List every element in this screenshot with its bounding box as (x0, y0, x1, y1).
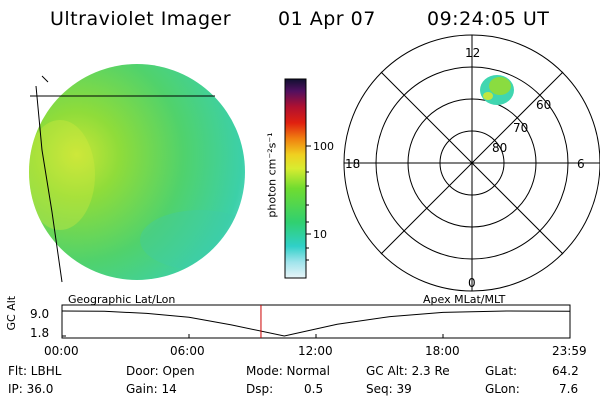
ip-info: IP: 36.0 (8, 382, 54, 396)
timeline-ylabel: GC Alt (5, 295, 18, 331)
timeline-xtick-1200: 12:00 (298, 344, 333, 358)
instrument-title: Ultraviolet Imager (50, 8, 232, 30)
polar-plot (343, 34, 600, 292)
lat-label-70: 70 (513, 121, 529, 135)
mode-info: Mode: Normal (246, 364, 330, 378)
mlt-label-6: 6 (577, 157, 585, 171)
gc-alt-info: GC Alt: 2.3 Re (366, 364, 450, 378)
date-label: 01 Apr 07 (278, 8, 376, 30)
timeline-ytick-max: 9.0 (30, 307, 50, 321)
mlt-label-0: 0 (468, 276, 476, 290)
colorbar-ticks (306, 145, 311, 261)
timeline-xtick-2359: 23:59 (552, 344, 587, 358)
glon-value: 7.6 (559, 382, 579, 396)
timeline-xtick-0000: 00:00 (44, 344, 79, 358)
glat-label: GLat: (485, 364, 518, 378)
door-info: Door: Open (126, 364, 195, 378)
glat-value: 64.2 (552, 364, 579, 378)
geo-grid-line (35, 85, 63, 283)
colorbar-tick-100: 100 (313, 140, 334, 153)
glon-label: GLon: (485, 382, 520, 396)
geo-grid-line (41, 75, 49, 83)
altitude-curve (61, 310, 570, 337)
mlt-label-18: 18 (345, 157, 361, 171)
timeline-xtick-0600: 06:00 (170, 344, 205, 358)
polar-emission-patch (480, 75, 514, 105)
lat-label-80: 80 (492, 141, 508, 155)
timeline-left-title: Geographic Lat/Lon (68, 293, 176, 306)
colorbar-unit-label: photon cm⁻²s⁻¹ (265, 132, 279, 218)
time-label: 09:24:05 UT (427, 8, 550, 30)
timeline-ytick-min: 1.8 (30, 326, 50, 340)
dsp-label: Dsp: (246, 382, 274, 396)
filter-info: Flt: LBHL (8, 364, 62, 378)
seq-info: Seq: 39 (366, 382, 412, 396)
timeline-xtick-1800: 18:00 (425, 344, 460, 358)
colorbar-tick-10: 10 (313, 228, 327, 241)
timeline-frame (61, 304, 571, 339)
dsp-value: 0.5 (304, 382, 324, 396)
gain-info: Gain: 14 (126, 382, 177, 396)
colorbar (284, 78, 307, 279)
timeline-right-title: Apex MLat/MLT (423, 293, 506, 306)
lat-label-60: 60 (536, 98, 552, 112)
mlt-label-12: 12 (465, 46, 481, 60)
timeline-ticks (61, 310, 571, 338)
